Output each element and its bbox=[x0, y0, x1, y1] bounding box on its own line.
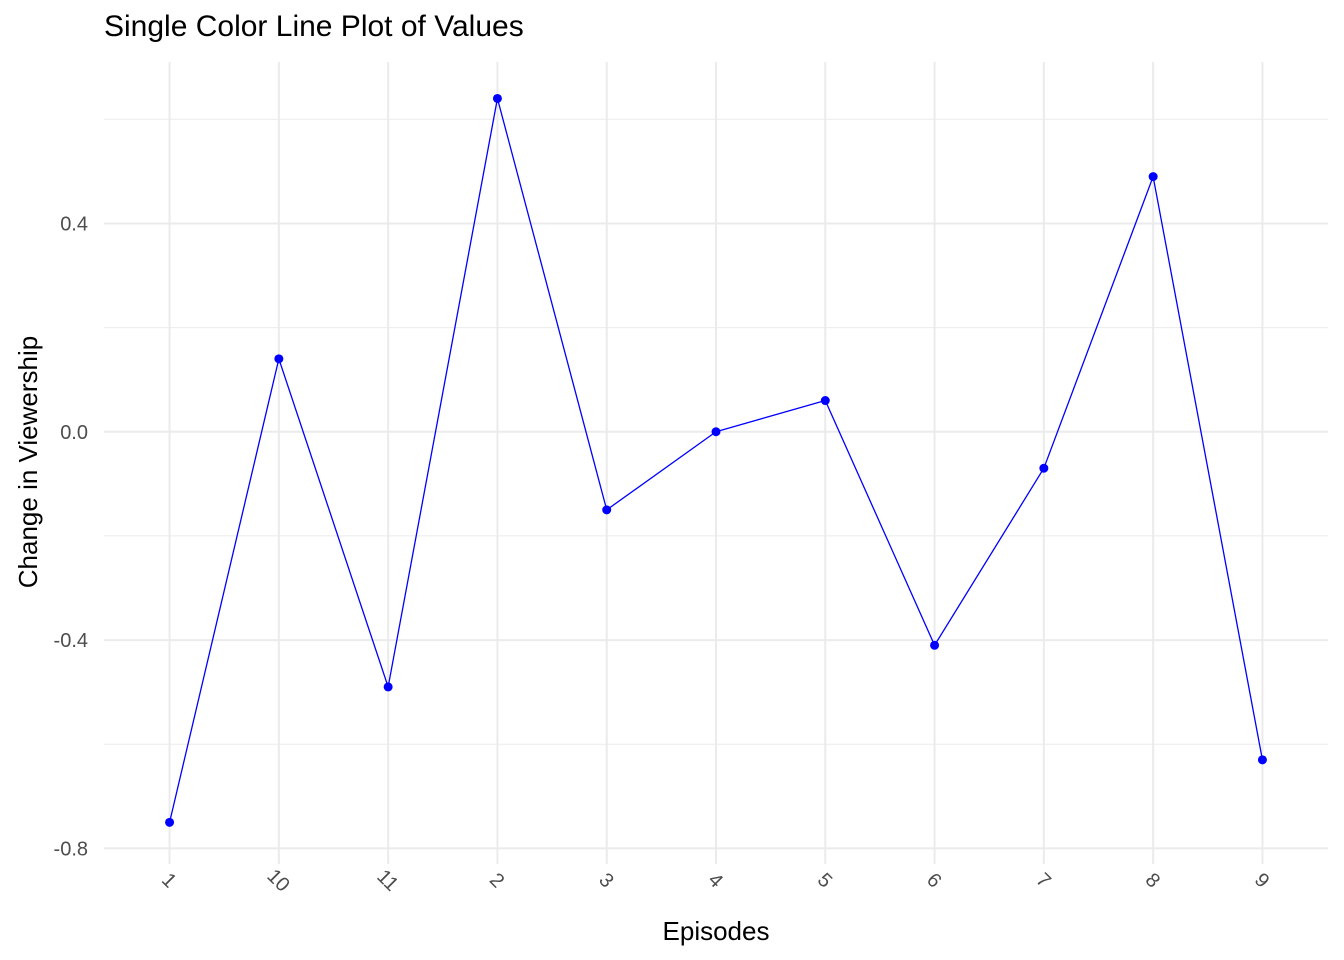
x-tick-label: 2 bbox=[485, 869, 508, 892]
x-tick-label: 8 bbox=[1141, 869, 1164, 892]
data-point bbox=[274, 354, 284, 364]
series-points bbox=[165, 93, 1267, 827]
data-point bbox=[165, 817, 175, 827]
data-point bbox=[1148, 172, 1158, 182]
data-point bbox=[1039, 463, 1049, 473]
x-tick-label: 9 bbox=[1250, 869, 1273, 892]
y-axis-title: Change in Viewership bbox=[13, 336, 43, 588]
grid-lines bbox=[104, 62, 1328, 864]
data-point bbox=[492, 93, 502, 103]
x-tick-label: 3 bbox=[594, 869, 617, 892]
y-tick-label: 0.4 bbox=[60, 213, 88, 235]
data-point bbox=[602, 505, 612, 515]
x-tick-label: 10 bbox=[263, 865, 294, 896]
x-tick-label: 6 bbox=[922, 869, 945, 892]
data-point bbox=[711, 427, 721, 437]
x-axis-title: Episodes bbox=[663, 916, 770, 946]
data-point bbox=[930, 640, 940, 650]
x-tick-label: 5 bbox=[813, 869, 836, 892]
chart-title: Single Color Line Plot of Values bbox=[104, 10, 524, 43]
data-point bbox=[383, 682, 393, 692]
y-tick-label: 0.0 bbox=[60, 422, 88, 444]
x-axis-ticks: 1 10 11 2 3 4 5 6 7 8 9 bbox=[157, 865, 1273, 896]
data-point bbox=[820, 396, 830, 406]
x-tick-label: 7 bbox=[1031, 869, 1054, 892]
y-axis-ticks: -0.8 -0.4 0.0 0.4 bbox=[54, 213, 88, 860]
x-tick-label: 11 bbox=[372, 866, 402, 896]
x-tick-label: 4 bbox=[704, 869, 727, 892]
x-tick-label: 1 bbox=[157, 869, 180, 892]
y-tick-label: -0.8 bbox=[54, 838, 88, 860]
y-tick-label: -0.4 bbox=[54, 630, 88, 652]
data-point bbox=[1257, 755, 1267, 765]
